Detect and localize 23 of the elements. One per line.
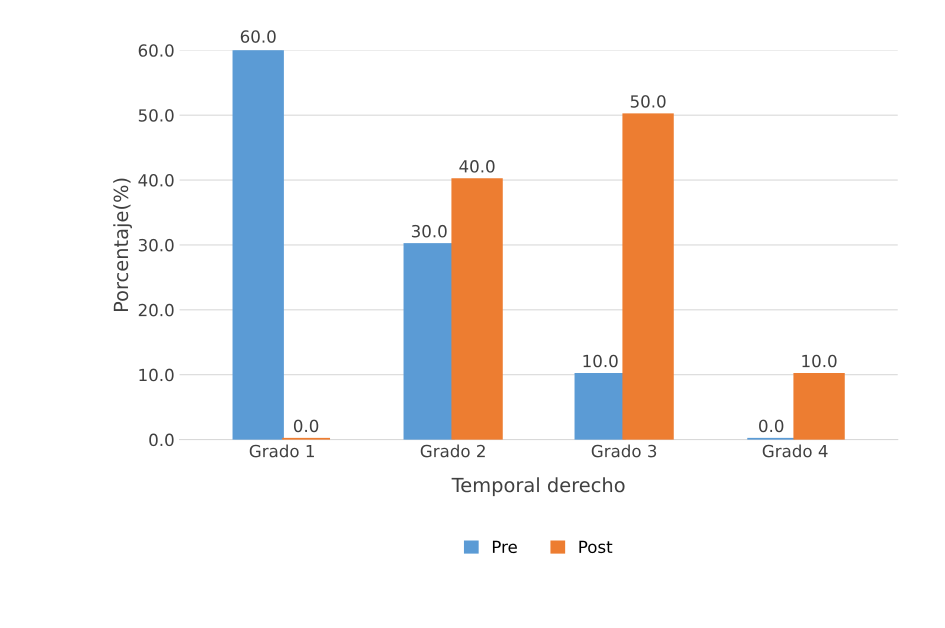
- y-tick-label: 0.0: [149, 434, 174, 446]
- data-label: 30.0: [412, 224, 447, 238]
- x-tick-label: Grado 3: [592, 444, 656, 458]
- data-label: 10.0: [802, 354, 837, 368]
- data-label: 0.0: [759, 420, 784, 432]
- y-tick-label: 50.0: [138, 109, 174, 122]
- data-label: 60.0: [240, 30, 276, 43]
- data-label: 50.0: [630, 95, 666, 108]
- legend-label: Post: [579, 540, 612, 554]
- y-axis-title: Porcentaje(%): [113, 178, 132, 312]
- x-tick-label: Grado 1: [250, 444, 314, 458]
- y-tick-label: 10.0: [139, 368, 174, 382]
- data-label: 40.0: [459, 160, 495, 173]
- x-tick-label: Grado 2: [420, 444, 485, 458]
- y-tick-label: 20.0: [138, 304, 174, 316]
- data-label: 0.0: [294, 420, 318, 432]
- legend-label: Pre: [492, 540, 517, 554]
- y-tick-label: 60.0: [138, 44, 174, 57]
- data-label: 10.0: [583, 354, 618, 368]
- x-tick-label: Grado 4: [762, 444, 828, 458]
- x-axis-title: Temporal derecho: [452, 477, 625, 496]
- y-tick-label: 30.0: [138, 238, 174, 252]
- y-tick-label: 40.0: [138, 174, 174, 187]
